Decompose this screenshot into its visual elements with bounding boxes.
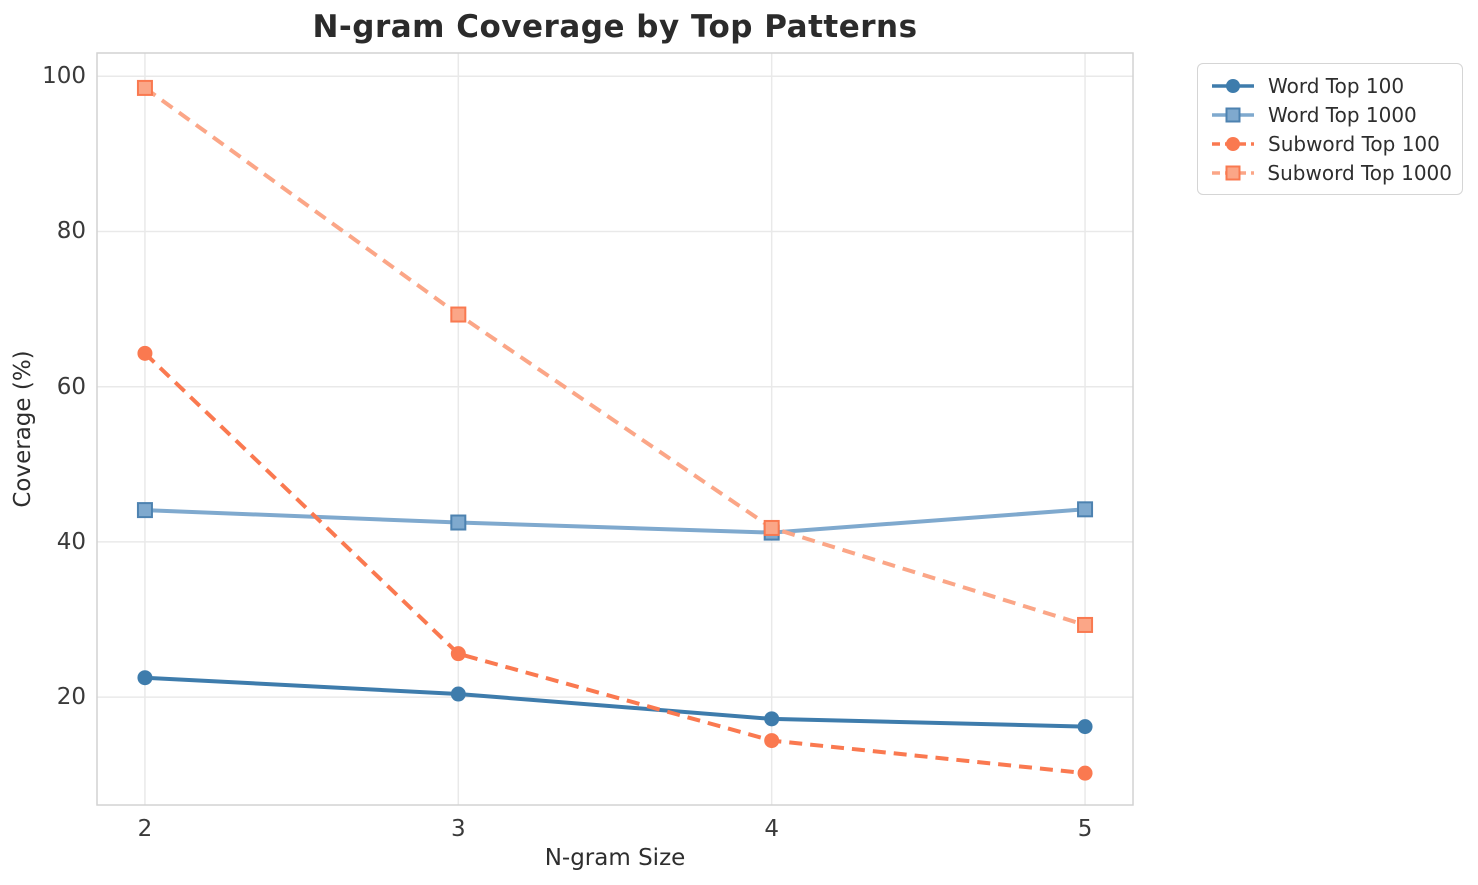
x-tick-label: 5 — [1077, 816, 1093, 842]
marker-subword-top-1000 — [763, 519, 780, 536]
series-line-word-top-1000 — [144, 507, 1086, 535]
legend-label: Subword Top 100 — [1268, 131, 1440, 156]
legend-circle-swatch-icon — [1212, 136, 1254, 151]
chart-title: N-gram Coverage by Top Patterns — [312, 9, 918, 45]
y-axis-label: Coverage (%) — [10, 350, 36, 508]
marker-subword-top-100 — [450, 646, 466, 662]
marker-word-top-100 — [450, 686, 466, 702]
marker-subword-top-100 — [137, 345, 153, 361]
x-axis-label: N-gram Size — [544, 845, 686, 871]
y-tick-label: 40 — [56, 528, 86, 555]
legend-label: Word Top 100 — [1268, 73, 1405, 98]
marker-subword-top-1000 — [136, 79, 153, 96]
legend-item-subword-top-100: Subword Top 100 — [1210, 129, 1452, 158]
x-tick-label: 4 — [764, 816, 779, 842]
legend-item-subword-top-1000: Subword Top 1000 — [1210, 158, 1452, 187]
plot-border — [96, 52, 1134, 806]
legend-square-swatch-icon — [1212, 165, 1254, 180]
marker-word-top-100 — [137, 670, 153, 686]
marker-word-top-1000 — [1077, 501, 1094, 518]
legend-marker-icon — [1226, 78, 1240, 93]
series-line-word-top-100 — [144, 675, 1086, 729]
marker-subword-top-1000 — [1077, 616, 1094, 633]
marker-subword-top-1000 — [450, 306, 467, 323]
marker-word-top-1000 — [450, 514, 467, 531]
legend-square-swatch-icon — [1212, 107, 1254, 122]
legend-marker-icon — [1226, 136, 1240, 151]
y-tick-label: 60 — [56, 373, 86, 400]
marker-subword-top-100 — [764, 733, 780, 749]
legend: Word Top 100 Word Top 1000 Subword Top 100… — [1197, 63, 1463, 195]
x-tick-label: 3 — [450, 816, 466, 842]
marker-word-top-100 — [1077, 719, 1093, 735]
legend-item-word-top-100: Word Top 100 — [1210, 71, 1452, 100]
y-tick-label: 80 — [56, 218, 86, 245]
x-tick-label: 2 — [137, 816, 153, 842]
series-line-subword-top-100 — [143, 351, 1086, 776]
legend-circle-swatch-icon — [1212, 78, 1254, 93]
series-line-subword-top-1000 — [143, 86, 1086, 627]
legend-label: Word Top 1000 — [1268, 102, 1417, 127]
marker-word-top-1000 — [136, 502, 153, 519]
legend-item-word-top-1000: Word Top 1000 — [1210, 100, 1452, 129]
legend-marker-icon — [1225, 165, 1241, 180]
y-tick-label: 100 — [42, 63, 86, 90]
marker-word-top-100 — [764, 711, 780, 727]
legend-marker-icon — [1225, 107, 1241, 122]
legend-label: Subword Top 1000 — [1267, 160, 1452, 185]
y-tick-label: 20 — [56, 684, 86, 711]
marker-subword-top-100 — [1077, 765, 1093, 781]
